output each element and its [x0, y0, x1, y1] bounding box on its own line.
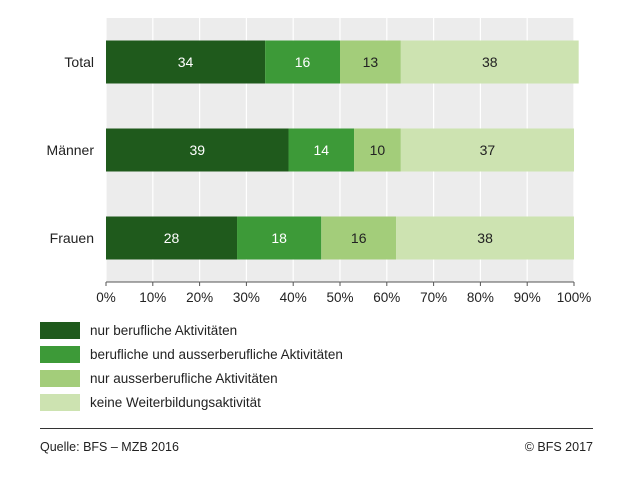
legend-label: nur ausserberufliche Aktivitäten	[90, 370, 278, 386]
x-tick-label: 0%	[96, 290, 116, 305]
legend-swatch	[40, 345, 80, 363]
data-label: 16	[351, 230, 367, 246]
x-tick-label: 60%	[373, 290, 400, 305]
x-tick-label: 20%	[186, 290, 213, 305]
data-label: 38	[482, 54, 498, 70]
legend-label: nur berufliche Aktivitäten	[90, 322, 238, 338]
data-label: 37	[480, 142, 496, 158]
legend-item: nur berufliche Aktivitäten	[40, 318, 343, 342]
copyright-note: © BFS 2017	[524, 440, 593, 454]
category-label: Männer	[47, 142, 95, 158]
x-tick-label: 70%	[420, 290, 447, 305]
x-tick-label: 30%	[233, 290, 260, 305]
data-label: 39	[189, 142, 205, 158]
bar-segment	[106, 40, 266, 84]
data-label: 14	[313, 142, 329, 158]
bar-segment	[396, 216, 574, 260]
data-label: 13	[363, 54, 379, 70]
x-tick-label: 90%	[514, 290, 541, 305]
legend-swatch	[40, 321, 80, 339]
x-tick-label: 50%	[326, 290, 353, 305]
legend-swatch	[40, 369, 80, 387]
bar-segment	[400, 128, 574, 172]
bar-segment	[106, 216, 238, 260]
data-label: 10	[370, 142, 386, 158]
bar-segment	[340, 40, 401, 84]
data-label: 38	[477, 230, 493, 246]
legend-item: berufliche und ausserberufliche Aktivitä…	[40, 342, 343, 366]
legend-item: nur ausserberufliche Aktivitäten	[40, 366, 343, 390]
bar-segment	[400, 40, 579, 84]
bar-segment	[265, 40, 340, 84]
category-label: Total	[64, 54, 94, 70]
data-label: 18	[271, 230, 287, 246]
footer-divider	[40, 428, 593, 429]
data-label: 34	[178, 54, 194, 70]
x-tick-label: 10%	[139, 290, 166, 305]
bar-segment	[288, 128, 355, 172]
legend: nur berufliche Aktivitäten berufliche un…	[40, 318, 343, 414]
legend-label: keine Weiterbildungsaktivität	[90, 394, 261, 410]
source-note: Quelle: BFS – MZB 2016	[40, 440, 179, 454]
bar-segment	[106, 128, 289, 172]
data-label: 16	[295, 54, 311, 70]
legend-item: keine Weiterbildungsaktivität	[40, 390, 343, 414]
stacked-bar-chart: 34 16 13 38 Total 39 14 10 37 Männer 28 18 16 38 Fraue…	[47, 18, 592, 305]
x-tick-label: 100%	[557, 290, 592, 305]
x-tick-label: 40%	[280, 290, 307, 305]
legend-label: berufliche und ausserberufliche Aktivitä…	[90, 346, 343, 362]
bar-segment	[237, 216, 322, 260]
data-label: 28	[164, 230, 180, 246]
bar-segment	[354, 128, 401, 172]
category-label: Frauen	[50, 230, 94, 246]
bar-segment	[321, 216, 397, 260]
legend-swatch	[40, 393, 80, 411]
x-tick-label: 80%	[467, 290, 494, 305]
